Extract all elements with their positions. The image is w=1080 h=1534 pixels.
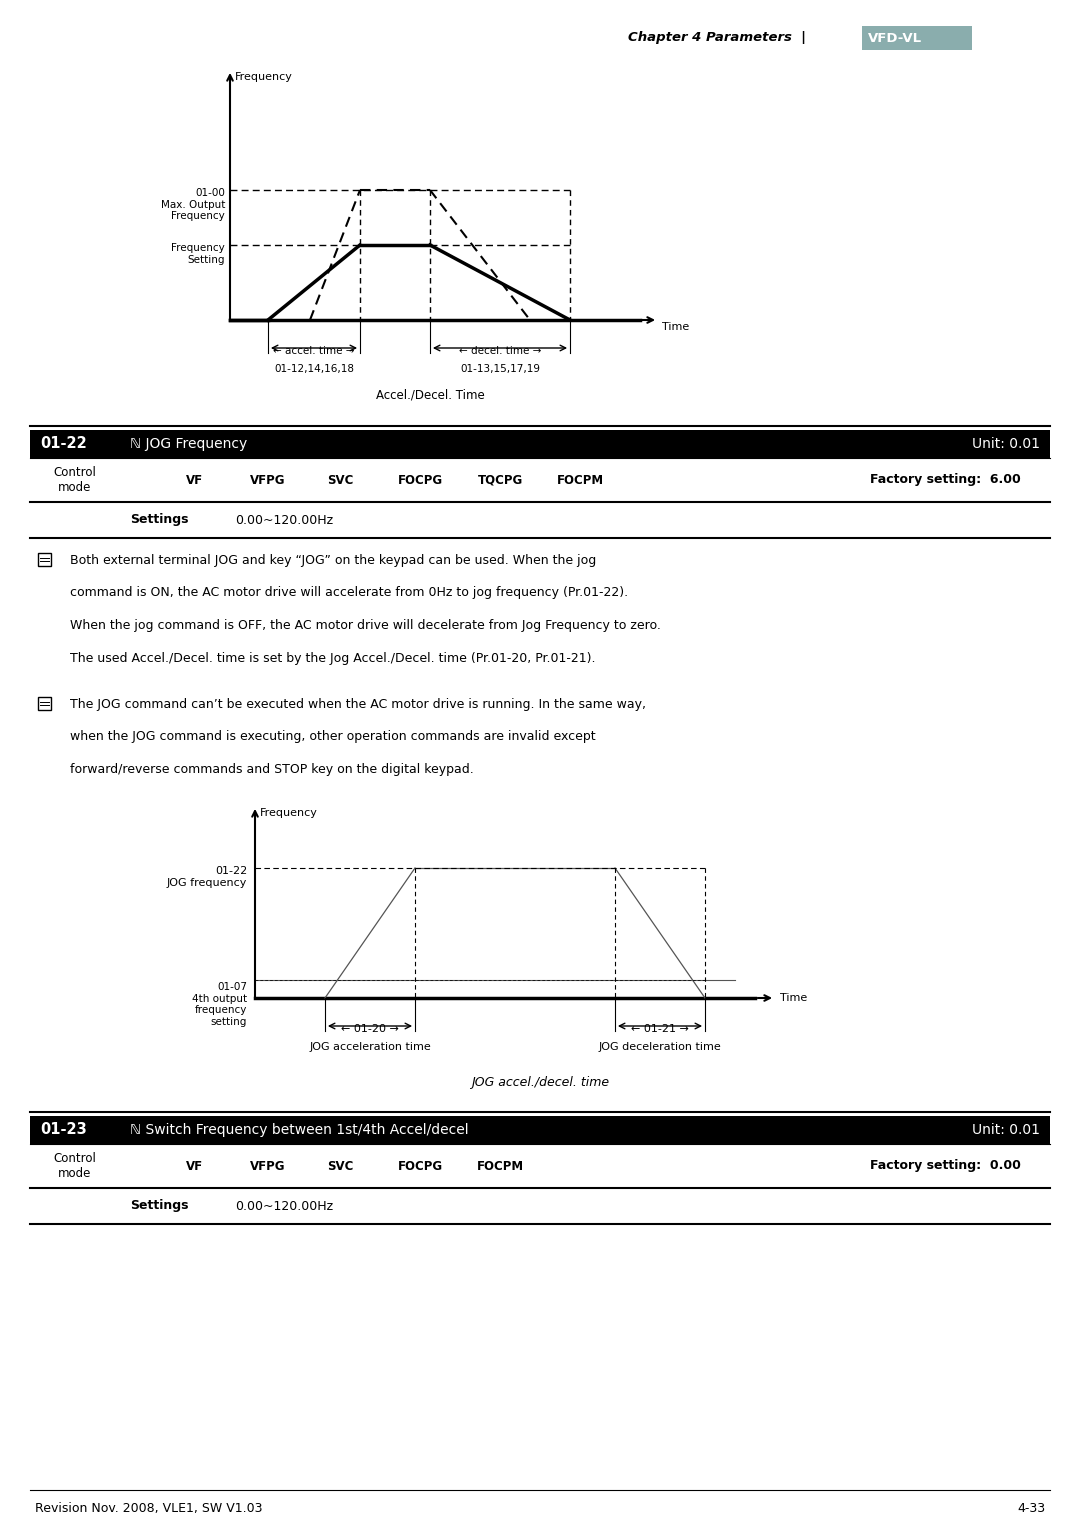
Text: 01-13,15,17,19: 01-13,15,17,19 — [460, 364, 540, 374]
Text: 01-07
4th output
frequency
setting: 01-07 4th output frequency setting — [192, 982, 247, 1026]
Text: Time: Time — [662, 322, 689, 331]
Text: The JOG command can’t be executed when the AC motor drive is running. In the sam: The JOG command can’t be executed when t… — [70, 698, 646, 710]
Text: 01-22: 01-22 — [40, 437, 86, 451]
Text: 01-22
JOG frequency: 01-22 JOG frequency — [166, 867, 247, 888]
Text: Control
mode: Control mode — [54, 466, 96, 494]
Text: VF: VF — [187, 1160, 203, 1172]
Text: When the jog command is OFF, the AC motor drive will decelerate from Jog Frequen: When the jog command is OFF, the AC moto… — [70, 620, 661, 632]
Text: Settings: Settings — [130, 514, 189, 526]
Text: 0.00~120.00Hz: 0.00~120.00Hz — [235, 1200, 333, 1212]
Bar — [38, 696, 51, 710]
Text: ← 01-20 →: ← 01-20 → — [341, 1025, 399, 1034]
Text: Both external terminal JOG and key “JOG” on the keypad can be used. When the jog: Both external terminal JOG and key “JOG”… — [70, 554, 596, 568]
Text: ℕ Switch Frequency between 1st/4th Accel/decel: ℕ Switch Frequency between 1st/4th Accel… — [130, 1123, 469, 1137]
Text: JOG acceleration time: JOG acceleration time — [309, 1042, 431, 1052]
Text: ← accel. time →: ← accel. time → — [273, 347, 354, 356]
Text: Unit: 0.01: Unit: 0.01 — [972, 437, 1040, 451]
Bar — [38, 552, 51, 566]
Text: Factory setting:  0.00: Factory setting: 0.00 — [870, 1160, 1021, 1172]
Text: JOG accel./decel. time: JOG accel./decel. time — [471, 1075, 609, 1089]
Text: when the JOG command is executing, other operation commands are invalid except: when the JOG command is executing, other… — [70, 730, 596, 742]
Text: SVC: SVC — [327, 1160, 353, 1172]
Text: FOCPM: FOCPM — [556, 474, 604, 486]
Text: Revision Nov. 2008, VLE1, SW V1.03: Revision Nov. 2008, VLE1, SW V1.03 — [35, 1502, 262, 1516]
Text: Accel./Decel. Time: Accel./Decel. Time — [376, 388, 484, 400]
Text: command is ON, the AC motor drive will accelerate from 0Hz to jog frequency (Pr.: command is ON, the AC motor drive will a… — [70, 586, 629, 598]
Text: Frequency: Frequency — [260, 808, 318, 818]
Text: Chapter 4 Parameters  |: Chapter 4 Parameters | — [627, 32, 806, 44]
Text: 01-23: 01-23 — [40, 1123, 86, 1138]
Text: The used Accel./Decel. time is set by the Jog Accel./Decel. time (Pr.01-20, Pr.0: The used Accel./Decel. time is set by th… — [70, 652, 595, 666]
Text: FOCPG: FOCPG — [397, 474, 443, 486]
Text: 01-00
Max. Output
Frequency: 01-00 Max. Output Frequency — [161, 189, 225, 221]
Text: forward/reverse commands and STOP key on the digital keypad.: forward/reverse commands and STOP key on… — [70, 762, 474, 776]
Text: Control
mode: Control mode — [54, 1152, 96, 1180]
Bar — [30, 430, 1050, 459]
Text: VFPG: VFPG — [251, 1160, 286, 1172]
Text: JOG deceleration time: JOG deceleration time — [598, 1042, 721, 1052]
Text: ℕ JOG Frequency: ℕ JOG Frequency — [130, 437, 247, 451]
Text: VFD-VL: VFD-VL — [868, 32, 922, 44]
Bar — [30, 1117, 1050, 1144]
Bar — [862, 26, 972, 51]
Text: TQCPG: TQCPG — [477, 474, 523, 486]
Text: 0.00~120.00Hz: 0.00~120.00Hz — [235, 514, 333, 526]
Text: Unit: 0.01: Unit: 0.01 — [972, 1123, 1040, 1137]
Text: Time: Time — [780, 992, 807, 1003]
Text: Frequency
Setting: Frequency Setting — [172, 242, 225, 264]
Text: ← 01-21 →: ← 01-21 → — [631, 1025, 689, 1034]
Text: Factory setting:  6.00: Factory setting: 6.00 — [870, 474, 1021, 486]
Text: Frequency: Frequency — [235, 72, 293, 81]
Text: VF: VF — [187, 474, 203, 486]
Text: SVC: SVC — [327, 474, 353, 486]
Text: ← decel. time →: ← decel. time → — [459, 347, 541, 356]
Text: FOCPM: FOCPM — [476, 1160, 524, 1172]
Text: FOCPG: FOCPG — [397, 1160, 443, 1172]
Text: VFPG: VFPG — [251, 474, 286, 486]
Text: 4-33: 4-33 — [1017, 1502, 1045, 1516]
Text: Settings: Settings — [130, 1200, 189, 1212]
Text: 01-12,14,16,18: 01-12,14,16,18 — [274, 364, 354, 374]
